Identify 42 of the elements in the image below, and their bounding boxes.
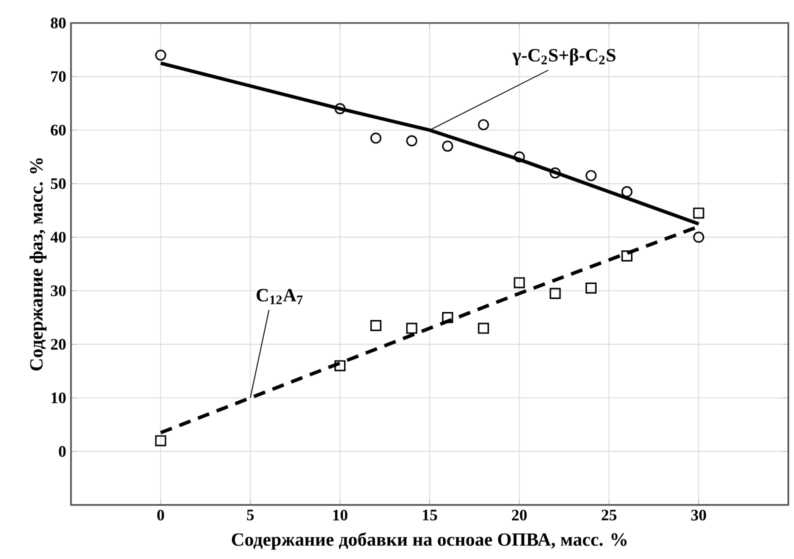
y-tick-label: 0 xyxy=(58,446,66,457)
x-tick-label: 10 xyxy=(333,510,348,520)
point xyxy=(586,170,597,182)
point xyxy=(370,320,382,332)
point xyxy=(155,435,166,446)
point xyxy=(693,208,704,219)
point xyxy=(406,322,418,334)
point xyxy=(621,186,632,198)
annotation: C$_{12}$A$_{7}$ xyxy=(256,288,303,304)
point xyxy=(478,322,489,334)
point xyxy=(514,277,525,288)
point xyxy=(370,132,382,144)
point xyxy=(514,151,525,162)
point xyxy=(442,140,454,152)
y-tick-label: 10 xyxy=(52,392,66,404)
y-tick-label: 50 xyxy=(50,178,66,190)
point xyxy=(442,312,454,324)
x-tick-label: 5 xyxy=(246,510,254,520)
x-tick-label: 0 xyxy=(157,510,164,520)
x-axis-title: Содержание добавки на осноае ОПВА, масс. % xyxy=(232,532,627,550)
x-tick-label: 15 xyxy=(422,510,438,520)
point xyxy=(406,135,418,146)
annotation: γ-C$_{2}$S+β-C$_{2}$S xyxy=(512,48,616,66)
point xyxy=(550,167,561,178)
x-tick-label: 25 xyxy=(602,510,616,520)
point xyxy=(550,288,561,299)
point xyxy=(693,232,704,243)
y-tick-label: 70 xyxy=(51,71,66,82)
y-tick-label: 30 xyxy=(50,285,66,296)
y-tick-label: 20 xyxy=(50,338,66,350)
point xyxy=(621,250,632,262)
x-tick-label: 30 xyxy=(691,510,706,520)
y-tick-label: 60 xyxy=(50,124,66,136)
point xyxy=(478,119,489,130)
x-tick-label: 20 xyxy=(512,510,527,520)
point xyxy=(586,282,597,294)
y-tick-label: 80 xyxy=(50,18,66,28)
y-axis-title: Содержание фаз, масс. % xyxy=(30,158,46,370)
point xyxy=(155,50,166,61)
y-tick-label: 40 xyxy=(50,232,66,243)
point xyxy=(334,103,346,114)
point xyxy=(334,360,346,372)
